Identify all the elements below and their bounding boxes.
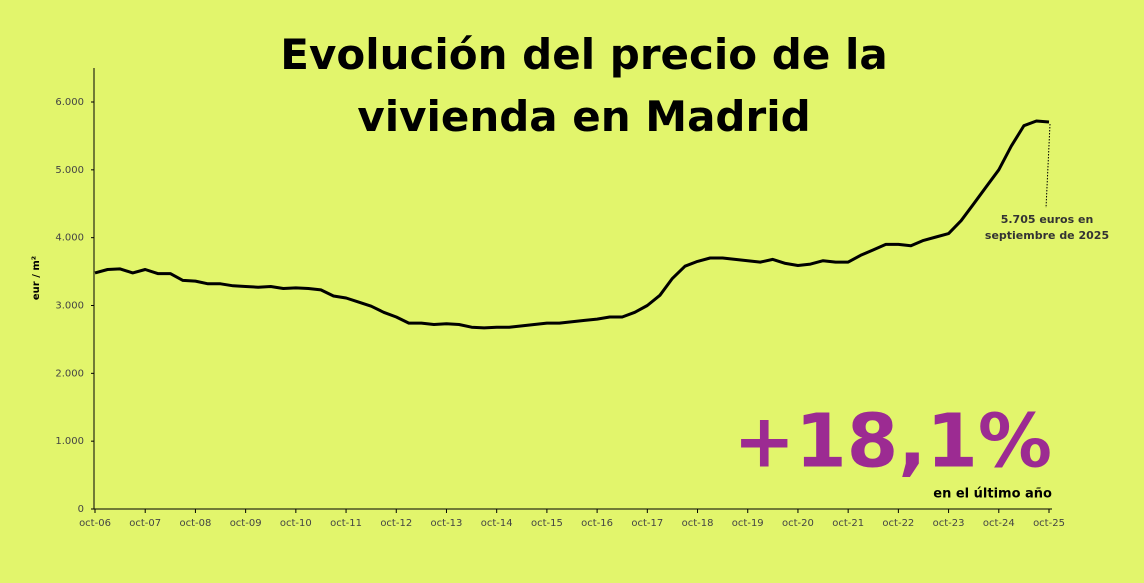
x-tick-label: oct-16 bbox=[581, 518, 613, 529]
annotation-leader bbox=[1045, 123, 1051, 209]
x-tick-label: oct-06 bbox=[79, 518, 111, 529]
highlight-caption: en el último año bbox=[933, 487, 1052, 502]
x-tick-label: oct-21 bbox=[832, 518, 864, 529]
x-tick-label: oct-15 bbox=[531, 518, 563, 529]
x-tick-label: oct-20 bbox=[782, 518, 814, 529]
x-tick-label: oct-22 bbox=[882, 518, 914, 529]
x-tick-label: oct-18 bbox=[682, 518, 714, 529]
x-tick-label: oct-24 bbox=[983, 518, 1015, 529]
x-tick-label: oct-09 bbox=[230, 518, 262, 529]
y-tick-label: 4.000 bbox=[55, 233, 84, 244]
x-tick-label: oct-25 bbox=[1033, 518, 1065, 529]
y-tick-label: 6.000 bbox=[55, 97, 84, 108]
y-tick-label: 3.000 bbox=[55, 301, 84, 312]
chart-title: Evolución del precio de la vivienda en M… bbox=[280, 30, 888, 141]
y-tick-label: 0 bbox=[78, 504, 84, 515]
x-tick-label: oct-14 bbox=[481, 518, 513, 529]
x-tick-label: oct-10 bbox=[280, 518, 312, 529]
x-tick-label: oct-12 bbox=[380, 518, 412, 529]
x-tick-label: oct-11 bbox=[330, 518, 362, 529]
x-tick-label: oct-17 bbox=[631, 518, 663, 529]
annotation: septiembre de 2025 bbox=[985, 229, 1109, 242]
y-tick-label: 2.000 bbox=[55, 368, 84, 379]
x-tick-label: oct-13 bbox=[431, 518, 463, 529]
x-tick-label: oct-19 bbox=[732, 518, 764, 529]
y-tick-label: 1.000 bbox=[55, 436, 84, 447]
x-tick-label: oct-23 bbox=[933, 518, 965, 529]
x-tick-label: oct-07 bbox=[129, 518, 161, 529]
line bbox=[94, 119, 1050, 330]
x-tick-label: oct-08 bbox=[179, 518, 211, 529]
y-axis-label: eur / m² bbox=[31, 256, 42, 300]
annotation: 5.705 euros en bbox=[1001, 213, 1094, 226]
y-tick-label: 5.000 bbox=[55, 165, 84, 176]
highlight: +18,1% bbox=[733, 399, 1052, 485]
